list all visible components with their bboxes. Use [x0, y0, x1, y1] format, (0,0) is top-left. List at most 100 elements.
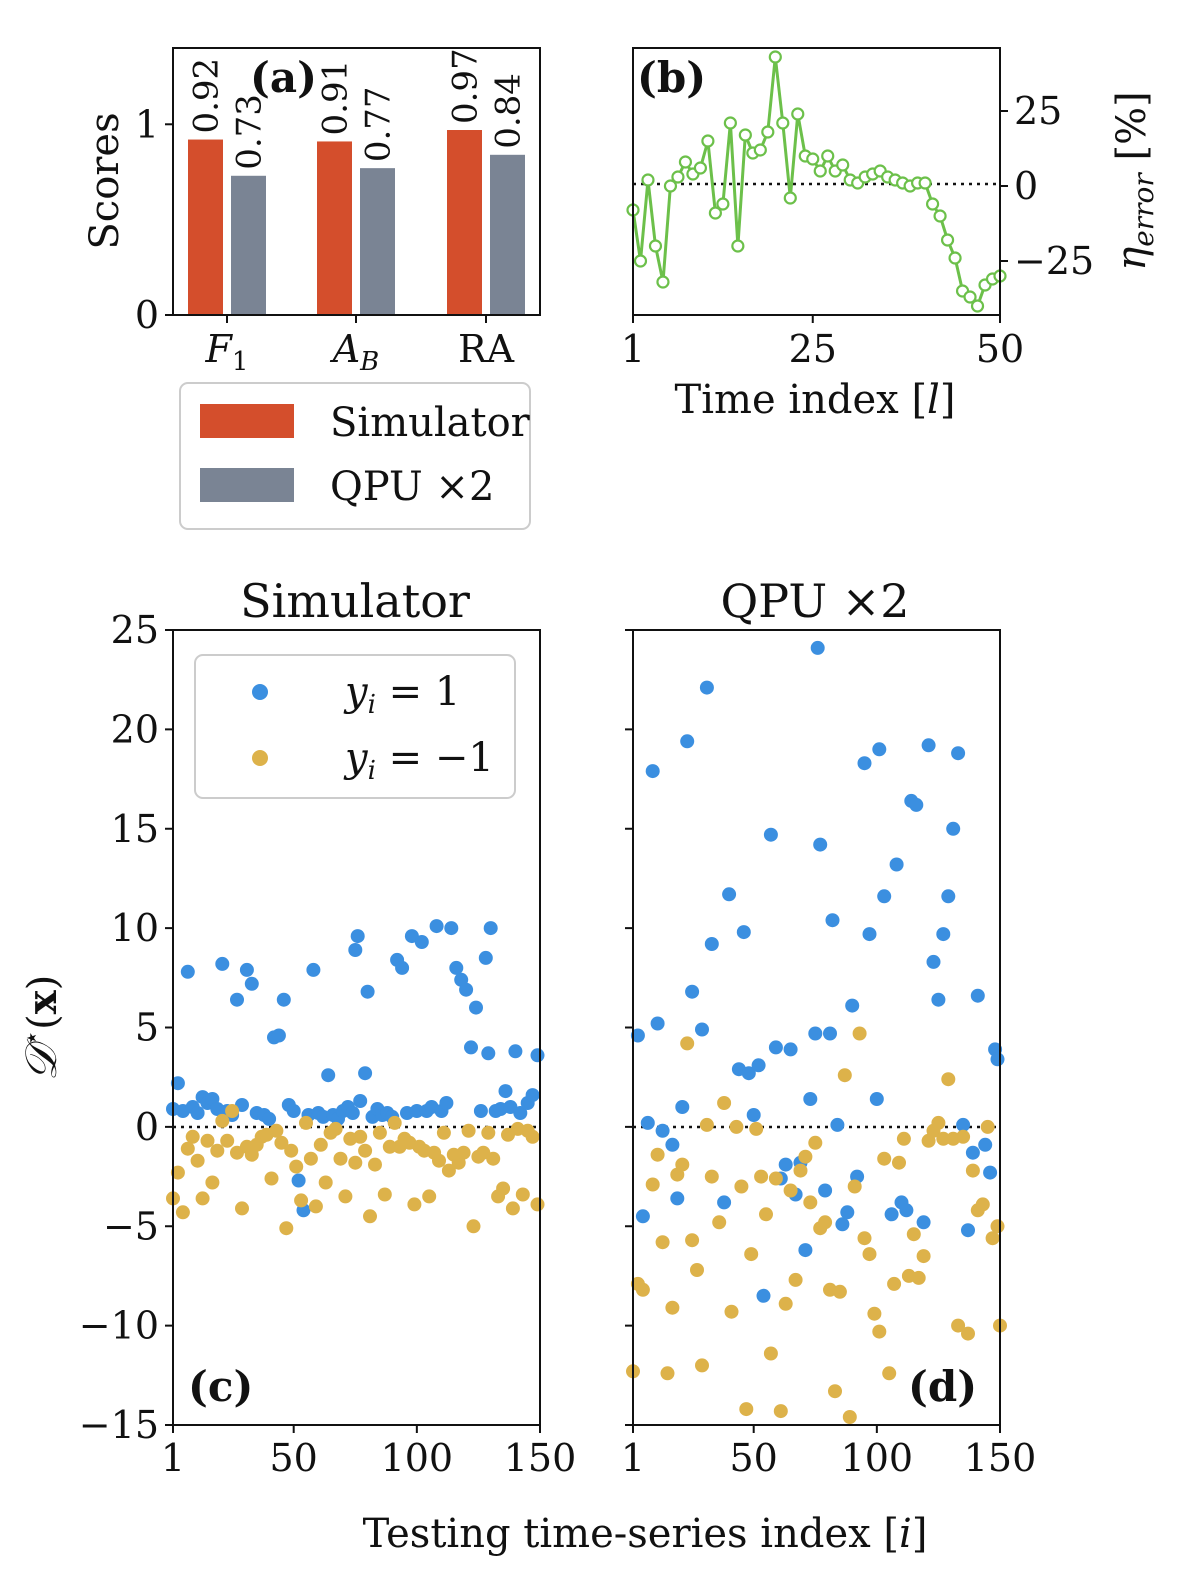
panel-b-series — [626, 50, 1007, 313]
point-positive — [889, 857, 904, 872]
error-point — [731, 239, 745, 253]
point-positive — [464, 1040, 478, 1055]
xtick-label: 150 — [964, 1436, 1037, 1480]
point-positive — [751, 1058, 766, 1073]
point-negative — [372, 1125, 387, 1140]
point-positive — [321, 1068, 336, 1083]
point-positive — [951, 746, 966, 761]
point-negative — [210, 1143, 225, 1158]
point-negative — [180, 1141, 195, 1156]
ytick-label: 5 — [135, 1006, 159, 1050]
point-negative — [466, 1219, 481, 1234]
point-positive — [276, 992, 291, 1007]
point-negative — [985, 1231, 1000, 1246]
point-negative — [808, 1135, 823, 1150]
point-negative — [783, 1183, 798, 1198]
point-negative — [906, 1227, 921, 1242]
xtick-ra: RA — [458, 327, 515, 371]
point-negative — [328, 1121, 343, 1136]
bar-value-label: 0.91 — [316, 60, 356, 136]
xtick-f1: F1 — [205, 327, 249, 377]
point-positive — [414, 935, 429, 949]
point-positive — [916, 1215, 931, 1230]
point-positive — [830, 1117, 845, 1132]
point-negative — [284, 1143, 299, 1158]
panel-a-bar-chart: 0.92 0.91 0.970.73 0.77 0.84 (a) Scores 01 F… — [82, 47, 541, 530]
error-point — [656, 275, 670, 289]
error-point — [821, 149, 835, 163]
point-positive — [665, 1137, 680, 1152]
point-positive — [670, 1191, 685, 1206]
point-negative — [422, 1189, 437, 1204]
error-point — [836, 158, 850, 172]
point-positive — [857, 756, 872, 771]
point-positive — [645, 764, 660, 779]
point-negative — [857, 1231, 872, 1246]
point-positive — [655, 1123, 670, 1138]
point-positive — [239, 962, 254, 977]
point-positive — [818, 1183, 833, 1198]
point-negative — [481, 1125, 496, 1140]
point-negative — [798, 1149, 813, 1164]
point-positive — [756, 1288, 771, 1303]
legend-simulator-swatch — [200, 404, 294, 438]
point-negative — [333, 1151, 348, 1166]
point-negative — [185, 1129, 200, 1144]
point-positive — [483, 921, 498, 936]
point-negative — [793, 1163, 808, 1178]
point-positive — [180, 964, 195, 979]
point-negative — [338, 1189, 353, 1204]
point-positive — [813, 837, 828, 852]
point-positive — [291, 1173, 306, 1188]
point-negative — [773, 1404, 788, 1419]
point-negative — [734, 1179, 749, 1194]
legend-neg-marker — [252, 750, 268, 766]
point-positive — [961, 1223, 975, 1238]
point-negative — [515, 1187, 530, 1202]
point-positive — [810, 640, 825, 655]
point-negative — [308, 1199, 323, 1214]
point-positive — [358, 1066, 373, 1081]
point-negative — [675, 1157, 690, 1172]
legend-qpu-swatch — [200, 468, 294, 502]
point-negative — [724, 1304, 739, 1319]
point-negative — [754, 1169, 769, 1184]
xtick-ab: AB — [330, 327, 380, 377]
point-positive — [717, 1195, 732, 1210]
point-positive — [946, 821, 961, 836]
point-positive — [630, 1028, 645, 1043]
point-positive — [990, 1052, 1005, 1067]
point-negative — [877, 1151, 892, 1166]
point-positive — [444, 921, 459, 936]
point-positive — [872, 742, 887, 757]
panel-a-bars: 0.92 0.91 0.97 0.73 0.77 0.84 — [187, 48, 529, 315]
point-negative — [690, 1263, 704, 1277]
panel-d-points — [626, 640, 1007, 1424]
point-negative — [717, 1096, 732, 1110]
ytick-label: −25 — [1014, 239, 1094, 283]
error-point — [738, 128, 752, 142]
point-positive — [429, 919, 444, 934]
point-positive — [877, 889, 892, 904]
point-positive — [763, 827, 778, 842]
panel-d-xticks: 1 50 100 150 — [621, 1425, 1036, 1480]
error-point — [716, 197, 730, 211]
error-point — [663, 179, 678, 193]
point-positive — [741, 1066, 756, 1081]
xtick-label: 50 — [270, 1436, 318, 1480]
point-negative — [377, 1187, 392, 1202]
point-positive — [970, 988, 985, 1003]
xtick-label: 1 — [161, 1436, 185, 1480]
point-negative — [749, 1121, 764, 1136]
error-point — [761, 125, 775, 139]
panel-b-xticks: 1 25 50 — [621, 315, 1024, 371]
point-negative — [289, 1159, 304, 1174]
panel-a-xticks: F1 AB RA — [205, 315, 515, 377]
point-positive — [345, 1106, 360, 1120]
point-positive — [271, 1028, 286, 1043]
error-point — [768, 50, 782, 64]
point-positive — [685, 984, 700, 999]
point-positive — [808, 1026, 823, 1041]
